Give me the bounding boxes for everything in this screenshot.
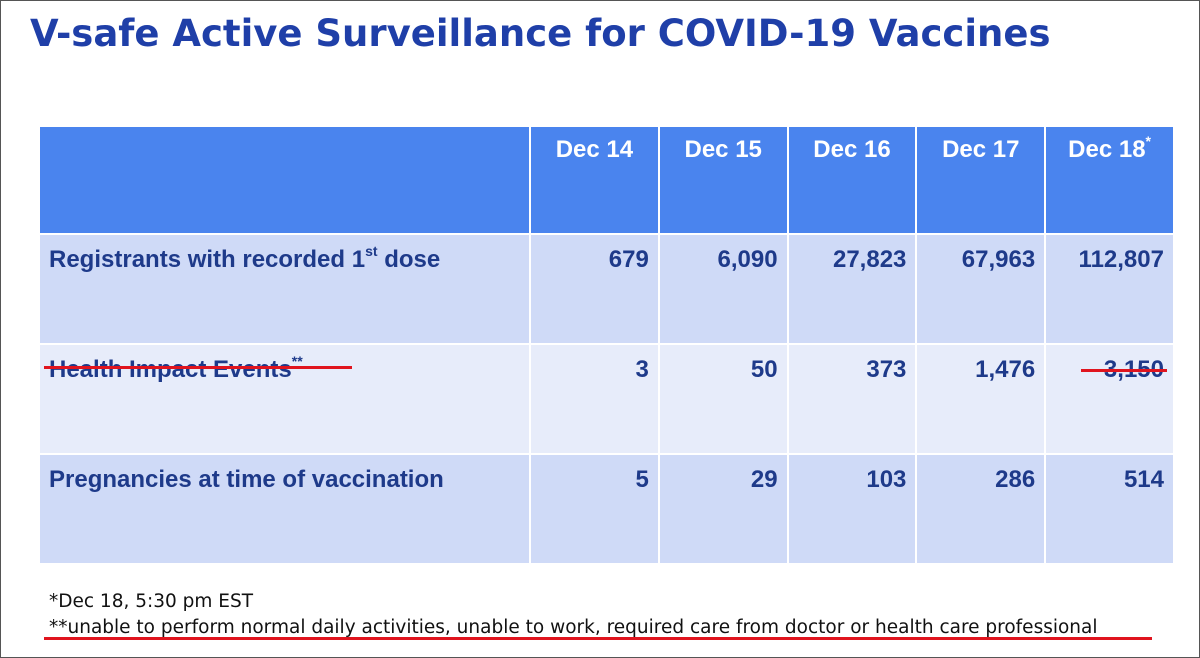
header-dec-18: Dec 18* — [1044, 125, 1175, 235]
row-label-text: Registrants with recorded 1 — [49, 246, 366, 273]
annotation-underline-health-impact-value — [1081, 369, 1167, 372]
row-label-health-impact: Health Impact Events** — [38, 343, 531, 455]
table-row-registrants: Registrants with recorded 1st dose 679 6… — [38, 233, 1175, 345]
cell-health-impact-dec-17: 1,476 — [915, 343, 1047, 455]
row-label-pregnancies: Pregnancies at time of vaccination — [38, 453, 531, 565]
table-header-row: Dec 14 Dec 15 Dec 16 Dec 17 Dec 18* — [38, 125, 1175, 235]
table-row-health-impact: Health Impact Events** 3 50 373 1,476 3,… — [38, 343, 1175, 455]
cell-registrants-dec-16: 27,823 — [786, 233, 918, 345]
cell-registrants-dec-18: 112,807 — [1044, 233, 1175, 345]
header-dec-17: Dec 17 — [915, 125, 1047, 235]
header-dec-14: Dec 14 — [529, 125, 660, 235]
cell-pregnancies-dec-16: 103 — [786, 453, 918, 565]
surveillance-table: Dec 14 Dec 15 Dec 16 Dec 17 Dec 18* Regi… — [38, 125, 1175, 565]
header-dec-18-label: Dec 18 — [1068, 136, 1146, 163]
row-label-superscript: ** — [291, 353, 303, 369]
header-dec-18-asterisk: * — [1145, 133, 1151, 149]
cell-health-impact-dec-14: 3 — [529, 343, 660, 455]
table-row-pregnancies: Pregnancies at time of vaccination 5 29 … — [38, 453, 1175, 565]
header-dec-16: Dec 16 — [786, 125, 918, 235]
annotation-underline-health-impact-label — [44, 366, 352, 369]
annotation-underline-footnote — [44, 637, 1152, 640]
slide-title: V-safe Active Surveillance for COVID-19 … — [30, 12, 1051, 55]
cell-health-impact-dec-16: 373 — [786, 343, 918, 455]
header-empty-cell — [38, 125, 531, 235]
cell-health-impact-dec-15: 50 — [657, 343, 789, 455]
row-label-superscript: st — [365, 243, 378, 259]
cell-pregnancies-dec-17: 286 — [915, 453, 1047, 565]
cell-registrants-dec-17: 67,963 — [915, 233, 1047, 345]
row-label-suffix: dose — [377, 246, 441, 273]
footnotes: *Dec 18, 5:30 pm EST **unable to perform… — [49, 589, 1098, 641]
header-dec-15: Dec 15 — [657, 125, 789, 235]
cell-health-impact-dec-18: 3,150 — [1044, 343, 1175, 455]
row-label-registrants: Registrants with recorded 1st dose — [38, 233, 531, 345]
footnote-health-impact-definition: **unable to perform normal daily activit… — [49, 617, 1098, 638]
cell-pregnancies-dec-18: 514 — [1044, 453, 1175, 565]
cell-pregnancies-dec-14: 5 — [529, 453, 660, 565]
footnote-dec-18-time: *Dec 18, 5:30 pm EST — [49, 591, 254, 612]
cell-registrants-dec-14: 679 — [529, 233, 660, 345]
row-label-text: Health Impact Events — [49, 356, 292, 383]
cell-pregnancies-dec-15: 29 — [657, 453, 789, 565]
row-label-text: Pregnancies at time of vaccination — [49, 466, 444, 493]
cell-registrants-dec-15: 6,090 — [657, 233, 789, 345]
